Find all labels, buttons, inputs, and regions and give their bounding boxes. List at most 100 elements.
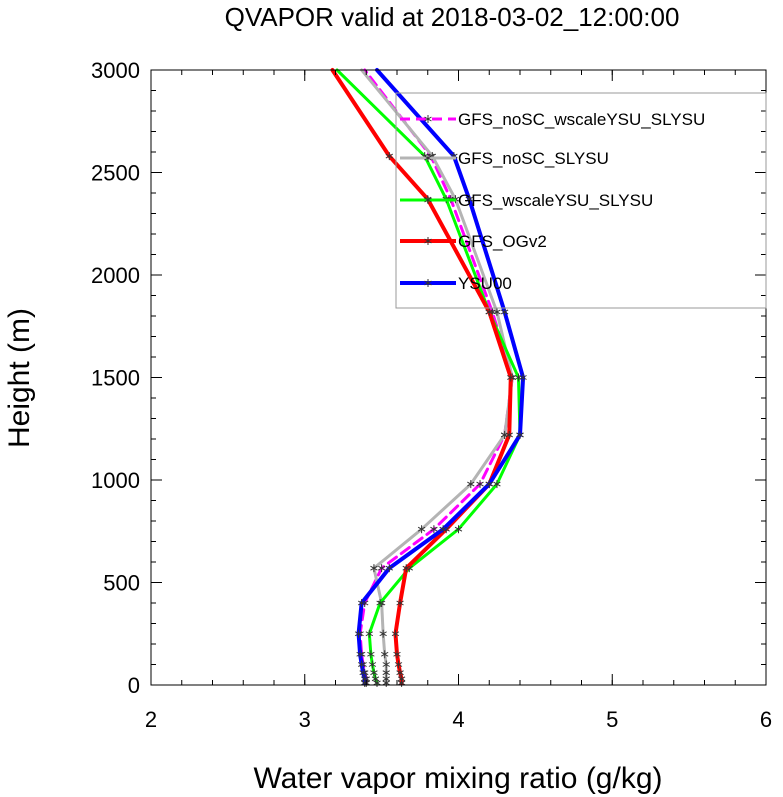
series-4-marker <box>357 660 366 669</box>
plot-series <box>330 68 527 687</box>
y-tick-label: 0 <box>128 673 140 698</box>
series-2-marker-stroke <box>373 680 381 686</box>
legend-label-1: GFS_noSC_SLYSU <box>458 149 609 168</box>
y-tick-label: 2000 <box>91 263 140 288</box>
series-3-marker-stroke <box>397 680 406 686</box>
x-tick-label: 4 <box>452 707 464 732</box>
series-2-marker-stroke <box>371 676 380 682</box>
series-line-3 <box>330 68 513 685</box>
series-1-marker-stroke <box>467 481 475 487</box>
x-tick-label: 3 <box>299 707 311 732</box>
series-2-marker-stroke <box>376 600 384 606</box>
legend-label-3: GFS_OGv2 <box>458 232 547 251</box>
series-4-marker-stroke <box>357 600 366 606</box>
series-3-marker <box>485 307 493 316</box>
legend-label-4: YSU00 <box>458 274 512 293</box>
series-0-marker-stroke <box>476 481 484 487</box>
series-line-2 <box>335 68 522 685</box>
series-3-marker <box>396 668 404 677</box>
series-4-marker-stroke <box>356 651 364 657</box>
series-2-marker <box>376 599 384 607</box>
series-4-marker-stroke <box>485 481 493 487</box>
legend-marker-2-stroke <box>424 197 432 203</box>
series-1-marker-stroke <box>370 565 378 571</box>
series-4-marker-stroke <box>360 680 369 686</box>
y-tick-label: 1000 <box>91 468 140 493</box>
series-2-marker <box>365 629 374 638</box>
series-1-marker <box>370 564 378 573</box>
series-3-marker <box>397 674 406 683</box>
series-3-marker-stroke <box>402 565 410 571</box>
series-2-marker-stroke <box>370 670 378 676</box>
legend-marker-1-stroke <box>424 155 432 161</box>
legend-marker-0 <box>424 115 432 123</box>
series-4-marker-stroke <box>385 565 394 571</box>
series-4-marker <box>500 307 509 316</box>
series-4-marker <box>385 564 394 573</box>
series-4-marker-stroke <box>354 631 363 637</box>
series-3-marker <box>402 564 410 573</box>
series-4-marker <box>516 430 524 439</box>
legend-marker-3 <box>424 237 432 245</box>
series-2-marker-stroke <box>454 526 463 532</box>
x-tick-label: 2 <box>145 707 157 732</box>
series-1-marker-stroke <box>417 526 426 532</box>
y-tick-label: 1500 <box>91 366 140 391</box>
y-axis-label: Height (m) <box>3 308 36 448</box>
series-1-marker-stroke <box>493 309 501 315</box>
series-2-marker <box>371 674 380 683</box>
x-tick-label: 5 <box>606 707 618 732</box>
series-1-marker-stroke <box>382 670 390 676</box>
series-0-marker-stroke <box>377 565 386 571</box>
series-1-marker-stroke <box>382 680 390 686</box>
series-4-marker <box>356 650 364 659</box>
series-4-marker-stroke <box>359 670 367 676</box>
series-3-marker-stroke <box>507 375 515 380</box>
series-4-marker-stroke <box>465 196 473 202</box>
series-2-marker-stroke <box>493 481 501 487</box>
legend-marker-1 <box>424 154 432 162</box>
series-4-marker <box>519 373 527 382</box>
legend-label-0: GFS_noSC_wscaleYSU_SLYSU <box>458 110 705 129</box>
series-1-marker <box>379 629 387 638</box>
series-0-marker <box>476 480 484 489</box>
series-3-marker <box>396 599 404 607</box>
legend-label-2: GFS_wscaleYSU_SLYSU <box>458 191 653 210</box>
series-3-marker <box>394 660 403 669</box>
legend-marker-0-stroke <box>424 116 432 122</box>
series-3-marker-stroke <box>505 432 513 438</box>
series-3-marker <box>393 650 401 659</box>
series-4-marker <box>485 480 493 489</box>
series-line-1 <box>360 68 514 685</box>
series-3-marker <box>505 430 513 439</box>
series-1-marker <box>382 668 390 677</box>
legend-marker-2 <box>424 196 432 204</box>
chart-title: QVAPOR valid at 2018-03-02_12:00:00 <box>225 2 680 32</box>
legend: GFS_noSC_wscaleYSU_SLYSU GFS_noSC_SLYSU GF… <box>395 92 767 309</box>
series-1-marker-stroke <box>382 676 390 682</box>
series-4-marker <box>359 668 367 677</box>
y-tick-label: 3000 <box>91 58 140 83</box>
series-4-marker <box>439 525 447 534</box>
series-0-marker <box>430 525 438 534</box>
legend-marker-4 <box>424 279 432 287</box>
series-1-marker <box>467 480 475 489</box>
series-1-marker-stroke <box>382 662 390 667</box>
series-1-marker <box>380 650 389 659</box>
series-2-marker-stroke <box>365 631 374 637</box>
series-0-marker <box>377 564 386 573</box>
x-axis-label: Water vapor mixing ratio (g/kg) <box>253 762 662 795</box>
series-3-marker-stroke <box>393 651 401 657</box>
y-tick-label: 500 <box>103 571 140 596</box>
series-4-marker <box>354 629 363 638</box>
series-4-marker <box>465 195 473 204</box>
series-4-marker-stroke <box>519 375 527 380</box>
legend-marker-3-stroke <box>424 238 432 244</box>
series-1-marker <box>493 307 501 316</box>
series-4-marker <box>357 599 366 607</box>
series-2-marker <box>454 525 463 534</box>
series-0-marker-stroke <box>430 526 438 532</box>
series-1-marker <box>382 660 390 669</box>
series-2-marker <box>368 660 377 669</box>
